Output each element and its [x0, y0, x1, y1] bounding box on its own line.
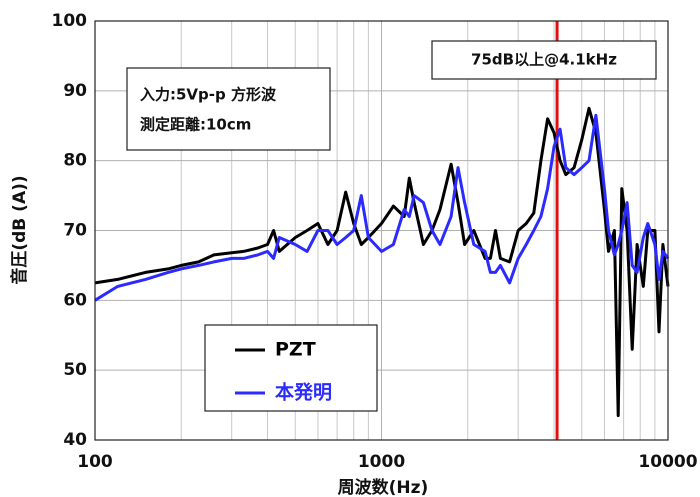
- x-tick-label: 1000: [358, 452, 405, 472]
- y-tick-label: 90: [63, 81, 87, 101]
- legend-box: [204, 324, 378, 412]
- y-tick-label: 50: [63, 360, 87, 380]
- x-tick-label: 10000: [638, 452, 697, 472]
- legend-label: 本発明: [275, 381, 332, 404]
- y-tick-label: 60: [63, 290, 87, 310]
- plot-frame: [94, 20, 669, 441]
- y-tick-label: 100: [52, 11, 88, 31]
- legend-label: PZT: [275, 339, 316, 361]
- series-line: [94, 106, 670, 418]
- annotation: 測定距離:10cm: [140, 116, 251, 134]
- y-tick-label: 80: [63, 151, 87, 171]
- y-axis-title: 音圧(dB (A)): [9, 175, 30, 284]
- x-axis-title: 周波数(Hz): [338, 477, 429, 497]
- annotation: 75dB以上@4.1kHz: [471, 51, 617, 69]
- y-tick-label: 40: [63, 430, 87, 450]
- y-tick-label: 70: [63, 221, 87, 241]
- annotation-box: [431, 40, 657, 80]
- series-line: [94, 113, 670, 302]
- annotation-box: [126, 67, 331, 151]
- x-tick-label: 100: [77, 452, 113, 472]
- annotation: 入力:5Vp-p 方形波: [140, 86, 277, 104]
